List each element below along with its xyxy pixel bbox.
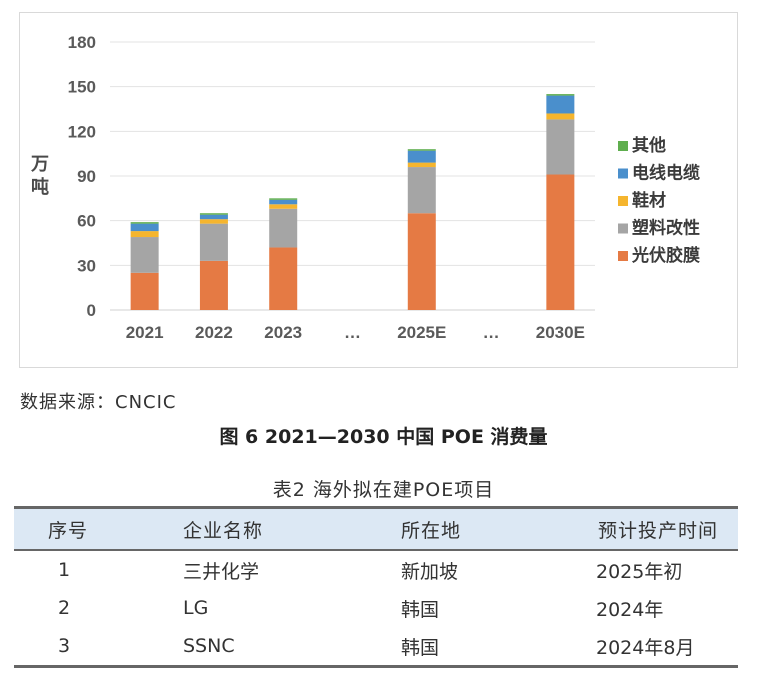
- y-tick-label: 30: [77, 256, 96, 275]
- legend-swatch: [618, 251, 628, 261]
- bar-segment: [199, 223, 228, 261]
- bar-segment: [407, 213, 436, 310]
- cell-company: 三井化学: [183, 560, 260, 583]
- header-cell-company: 企业名称: [183, 506, 401, 551]
- legend-label: 电线电缆: [632, 163, 700, 184]
- bar-segment: [130, 222, 159, 224]
- bar-segment: [199, 260, 228, 310]
- table-body: 1 三井化学 新加坡 2025年初 2 LG 韩国 2024年 3 SSNC 韩…: [14, 550, 738, 668]
- legend-label: 光伏胶膜: [631, 245, 700, 266]
- bar-segment: [199, 213, 228, 215]
- bar-segment: [407, 149, 436, 151]
- y-axis-label-char: 万: [30, 154, 49, 175]
- legend-swatch: [618, 168, 628, 179]
- bar-segment: [130, 231, 159, 238]
- bar-segment: [546, 94, 575, 96]
- legend-label: 其他: [632, 135, 666, 156]
- legend-label: 塑料改性: [632, 218, 700, 239]
- y-axis-label: 万吨: [30, 154, 49, 198]
- cell-start-time: 2024年8月: [584, 627, 738, 668]
- poe-consumption-chart: 0 30 60 90 120 150 180 2021 2022 2023 … 2025E … 2030…: [30, 33, 700, 342]
- y-tick-label: 120: [68, 122, 96, 141]
- table-caption: 表2 海外拟在建POE项目: [272, 479, 495, 501]
- y-axis-ticks: 0 30 60 90 120 150 180: [68, 33, 96, 320]
- y-tick-label: 60: [77, 212, 96, 231]
- bar-segment: [546, 95, 575, 114]
- bar-segment: [546, 113, 575, 120]
- bar-segment: [269, 198, 298, 200]
- bar-segment: [130, 272, 159, 310]
- cell-company: SSNC: [183, 627, 401, 668]
- x-tick-label: 2025E: [397, 323, 446, 342]
- cell-index: 1: [58, 559, 71, 581]
- y-tick-label: 0: [87, 301, 96, 320]
- y-tick-label: 150: [68, 78, 96, 97]
- bar-segment: [130, 237, 159, 273]
- x-tick-label: …: [483, 323, 500, 342]
- table-row: 3 SSNC 韩国 2024年8月: [14, 627, 738, 668]
- bar-segment: [199, 219, 228, 224]
- bar-segment: [407, 162, 436, 168]
- poe-projects-table: 序号 企业名称 所在地 预计投产时间 1 三井化学 新加坡 2025年初 2 L…: [14, 506, 738, 668]
- chart-panel: 0 30 60 90 120 150 180 2021 2022 2023 … 2025E … 2030…: [19, 12, 738, 368]
- x-axis-ticks: 2021 2022 2023 … 2025E … 2030E: [126, 323, 585, 342]
- y-axis-label-char: 吨: [31, 176, 49, 198]
- bar-segment: [269, 208, 298, 248]
- x-tick-label: 2023: [264, 323, 302, 342]
- cell-index: 2: [58, 597, 71, 619]
- bar-segment: [269, 247, 298, 310]
- bar-segment: [546, 119, 575, 175]
- x-tick-label: 2021: [126, 323, 164, 342]
- data-source-note: 数据来源：CNCIC: [20, 392, 177, 413]
- header-cell-index: 序号: [14, 506, 183, 551]
- bar-segment: [269, 199, 298, 205]
- bar-segment: [407, 150, 436, 163]
- bar-segment: [546, 174, 575, 310]
- x-tick-label: 2022: [195, 323, 233, 342]
- cell-start-time: 2024年: [596, 598, 664, 621]
- figure-caption: 图 6 2021—2030 中国 POE 消费量: [219, 426, 548, 448]
- y-tick-label: 90: [77, 167, 96, 186]
- cell-start-time: 2025年初: [596, 560, 683, 583]
- table-header: 序号 企业名称 所在地 预计投产时间: [14, 506, 738, 551]
- y-tick-label: 180: [68, 33, 96, 52]
- bar-segment: [269, 204, 298, 209]
- legend-swatch: [618, 141, 628, 151]
- legend-swatch: [618, 223, 628, 234]
- cell-location: 韩国: [401, 598, 440, 621]
- bar-segment: [407, 167, 436, 214]
- header-row: 序号 企业名称 所在地 预计投产时间: [14, 506, 738, 551]
- legend-label: 鞋材: [632, 190, 666, 211]
- bar-segment: [130, 223, 159, 232]
- cell-company: LG: [183, 597, 209, 619]
- table-row: 1 三井化学 新加坡 2025年初: [14, 550, 738, 589]
- header-cell-start-time: 预计投产时间: [584, 506, 738, 551]
- cell-index: 3: [14, 627, 183, 668]
- cell-location: 新加坡: [401, 560, 459, 583]
- legend-swatch: [618, 196, 628, 206]
- cell-location: 韩国: [401, 627, 584, 668]
- header-cell-location: 所在地: [401, 506, 584, 551]
- x-tick-label: 2030E: [536, 323, 585, 342]
- grid-lines: [110, 41, 595, 311]
- x-tick-label: …: [344, 323, 361, 342]
- stacked-bars: [130, 94, 575, 310]
- bar-segment: [199, 214, 228, 220]
- table-row: 2 LG 韩国 2024年: [14, 589, 738, 627]
